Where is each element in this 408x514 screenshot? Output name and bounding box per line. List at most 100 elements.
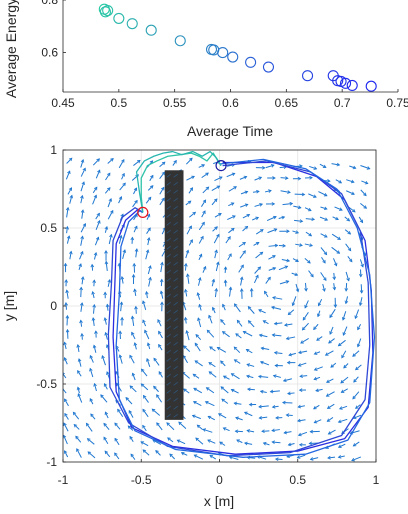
obstacle-mark-5 [173, 189, 178, 194]
field-arrow-407 [295, 243, 303, 247]
field-arrow-318 [240, 203, 249, 208]
field-arrow-312 [240, 277, 243, 286]
field-arrowhead-412 [297, 176, 302, 181]
field-arrow-351 [258, 375, 269, 378]
field-arrow-239 [195, 334, 202, 341]
field-arrowhead-157 [147, 196, 152, 201]
field-arrowhead-63 [97, 219, 101, 224]
field-arrowhead-446 [316, 337, 320, 341]
scatter-point-13 [301, 70, 314, 82]
field-arrow-155 [146, 227, 151, 234]
field-arrow-3 [64, 413, 69, 420]
field-arrowhead-123 [133, 342, 138, 346]
field-arrowhead-183 [161, 161, 166, 166]
obstacle-mark-18 [166, 245, 171, 250]
field-arrow-380 [272, 296, 283, 300]
field-arrowhead-4 [64, 398, 68, 403]
field-arrow-462 [328, 429, 336, 435]
field-arrowhead-443 [313, 376, 318, 381]
field-arrowhead-449 [317, 302, 322, 307]
field-arrowhead-511 [352, 395, 356, 400]
field-arrow-292 [225, 236, 231, 244]
field-arrow-117 [127, 425, 134, 431]
field-arrow-365 [264, 190, 272, 193]
field-arrow-488 [341, 388, 348, 393]
field-arrow-290 [224, 266, 227, 274]
field-arrow-437 [310, 457, 319, 460]
field-arrow-268 [214, 250, 218, 259]
field-arrow-161 [155, 450, 161, 456]
field-arrow-63 [95, 220, 101, 230]
field-arrowhead-300 [236, 439, 240, 443]
scatter-point-17 [339, 77, 352, 89]
field-arrowhead-212 [183, 388, 187, 392]
field-arrow-291 [227, 253, 232, 261]
field-arrowhead-262 [206, 329, 211, 334]
field-arrowhead-217 [183, 316, 188, 321]
field-arrowhead-441 [313, 406, 317, 410]
field-arrow-497 [345, 271, 350, 281]
obstacle-mark-59 [173, 405, 178, 410]
field-arrowhead-393 [283, 430, 288, 435]
field-arrow-394 [286, 414, 293, 416]
field-arrowhead-8 [63, 341, 67, 346]
field-arrowhead-401 [283, 323, 288, 327]
obstacle-mark-10 [166, 213, 171, 218]
field-arrow-171 [157, 319, 162, 327]
field-arrow-52 [89, 368, 94, 378]
field-arrowhead-368 [274, 457, 279, 462]
field-arrowhead-274 [218, 176, 223, 180]
field-arrow-360 [268, 255, 276, 260]
field-arrow-78 [105, 332, 108, 340]
field-arrowhead-255 [202, 428, 207, 432]
field-arrowhead-365 [268, 189, 272, 193]
field-arrow-44 [80, 167, 86, 177]
field-arrow-278 [223, 427, 230, 432]
field-arrowhead-482 [336, 162, 341, 167]
field-arrowhead-330 [245, 348, 250, 353]
field-arrowhead-115 [130, 453, 134, 458]
field-arrow-50 [89, 398, 94, 405]
bottom-y-tick-label-4: 1 [50, 143, 57, 157]
scatter-point-9 [217, 47, 229, 59]
field-arrowhead-231 [195, 437, 199, 442]
field-arrowhead-375 [274, 363, 279, 368]
field-arrow-247 [198, 222, 205, 231]
field-arrowhead-278 [222, 427, 227, 431]
field-arrow-206 [172, 160, 177, 166]
field-arrowhead-475 [333, 262, 338, 267]
field-arrow-338 [253, 242, 260, 246]
top-x-tick-label-6: 0.75 [386, 96, 408, 110]
field-arrow-339 [255, 229, 264, 235]
obstacle-mark-33 [173, 301, 178, 306]
field-arrowhead-152 [148, 265, 152, 269]
field-arrow-156 [146, 214, 151, 220]
field-arrowhead-0 [63, 450, 68, 454]
field-arrowhead-150 [144, 290, 149, 295]
field-arrowhead-114 [121, 158, 125, 163]
field-arrowhead-417 [297, 418, 301, 423]
field-arrowhead-147 [144, 329, 148, 334]
field-arrow-73 [100, 394, 108, 403]
field-arrow-36 [81, 276, 84, 285]
bottom-x-ticks: -1 -0.5 0 0.5 1 [58, 459, 380, 487]
obstacle-mark-60 [166, 413, 171, 418]
field-arrow-26 [72, 411, 80, 420]
field-arrowhead-464 [326, 405, 331, 409]
field-arrowhead-460 [327, 455, 331, 460]
field-arrow-165 [156, 394, 163, 403]
field-arrowhead-336 [257, 266, 262, 271]
field-arrow-53 [89, 355, 94, 363]
field-arrowhead-361 [274, 243, 279, 248]
field-arrow-493 [342, 326, 348, 336]
obstacle-mark-2 [166, 181, 171, 186]
field-arrowhead-266 [211, 278, 216, 283]
field-arrow-512 [353, 376, 359, 383]
field-arrow-25 [73, 424, 80, 430]
field-arrow-342 [252, 190, 260, 193]
field-arrow-108 [118, 235, 122, 244]
field-arrowhead-62 [95, 236, 100, 241]
field-arrow-229 [185, 157, 193, 165]
obstacle-mark-42 [166, 341, 171, 346]
field-arrow-506 [351, 456, 362, 461]
